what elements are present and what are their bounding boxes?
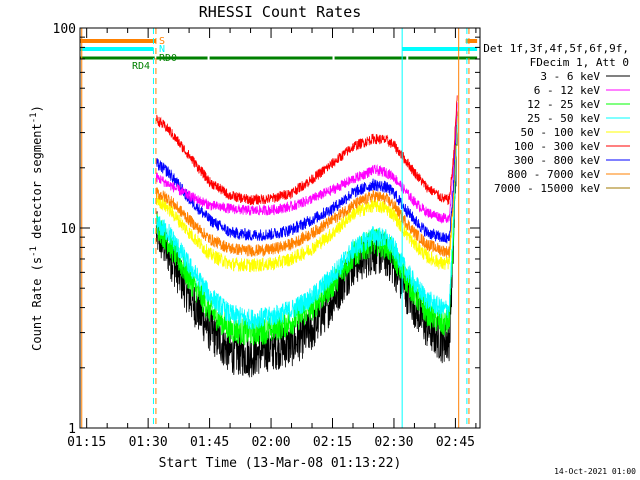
legend-label: 12 - 25 keV [527,98,600,111]
x-tick-label: 02:30 [374,435,413,450]
state-label-rd0: RD0 [159,53,177,64]
legend-header-line-2: FDecim 1, Att 0 [530,56,629,69]
series-line-6-12-kev [155,102,458,224]
y-tick-label: 100 [53,22,76,37]
x-tick-label: 02:15 [313,435,352,450]
state-label-n: N [159,44,165,55]
legend-label: 7000 - 15000 keV [494,182,600,195]
x-tick-label: 02:45 [436,435,475,450]
x-tick-label: 01:15 [67,435,106,450]
legend-label: 100 - 300 keV [514,140,600,153]
legend-label: 6 - 12 keV [534,84,601,97]
y-tick-label: 10 [60,222,76,237]
state-label-s: S [159,36,165,47]
series-layer [155,95,458,378]
x-tick-label: 02:00 [251,435,290,450]
y-axis: 1 10 100 [53,22,480,437]
y-tick-label: 1 [68,422,76,437]
legend-label: 800 - 7000 keV [507,168,600,181]
legend-header-line-1: Det 1f,3f,4f,5f,6f,9f, [483,42,629,55]
legend-label: 50 - 100 keV [521,126,601,139]
x-axis: 01:15 01:30 01:45 02:00 02:15 02:30 02:45 [67,28,477,450]
legend-label: 3 - 6 keV [540,70,600,83]
chart-title: RHESSI Count Rates [199,3,362,21]
series-line-50-100-kev [155,118,458,273]
timestamp: 14-Oct-2021 01:00 [554,467,636,476]
legend-label: 25 - 50 keV [527,112,600,125]
legend-label: 300 - 800 keV [514,154,600,167]
series-line-100-300-kev [155,95,458,206]
state-label-rd4: RD4 [132,61,150,72]
series-line-25-50-kev [155,116,458,330]
y-axis-label: Count Rate (s-1 detector segment-1) [29,105,44,351]
series-line-300-800-kev [155,102,458,244]
series-line-800-7000-kev [155,110,458,258]
x-tick-label: 01:30 [129,435,168,450]
x-axis-label: Start Time (13-Mar-08 01:13:22) [159,456,402,471]
x-tick-label: 01:45 [190,435,229,450]
legend: Det 1f,3f,4f,5f,6f,9f, FDecim 1, Att 0 3… [483,42,630,195]
